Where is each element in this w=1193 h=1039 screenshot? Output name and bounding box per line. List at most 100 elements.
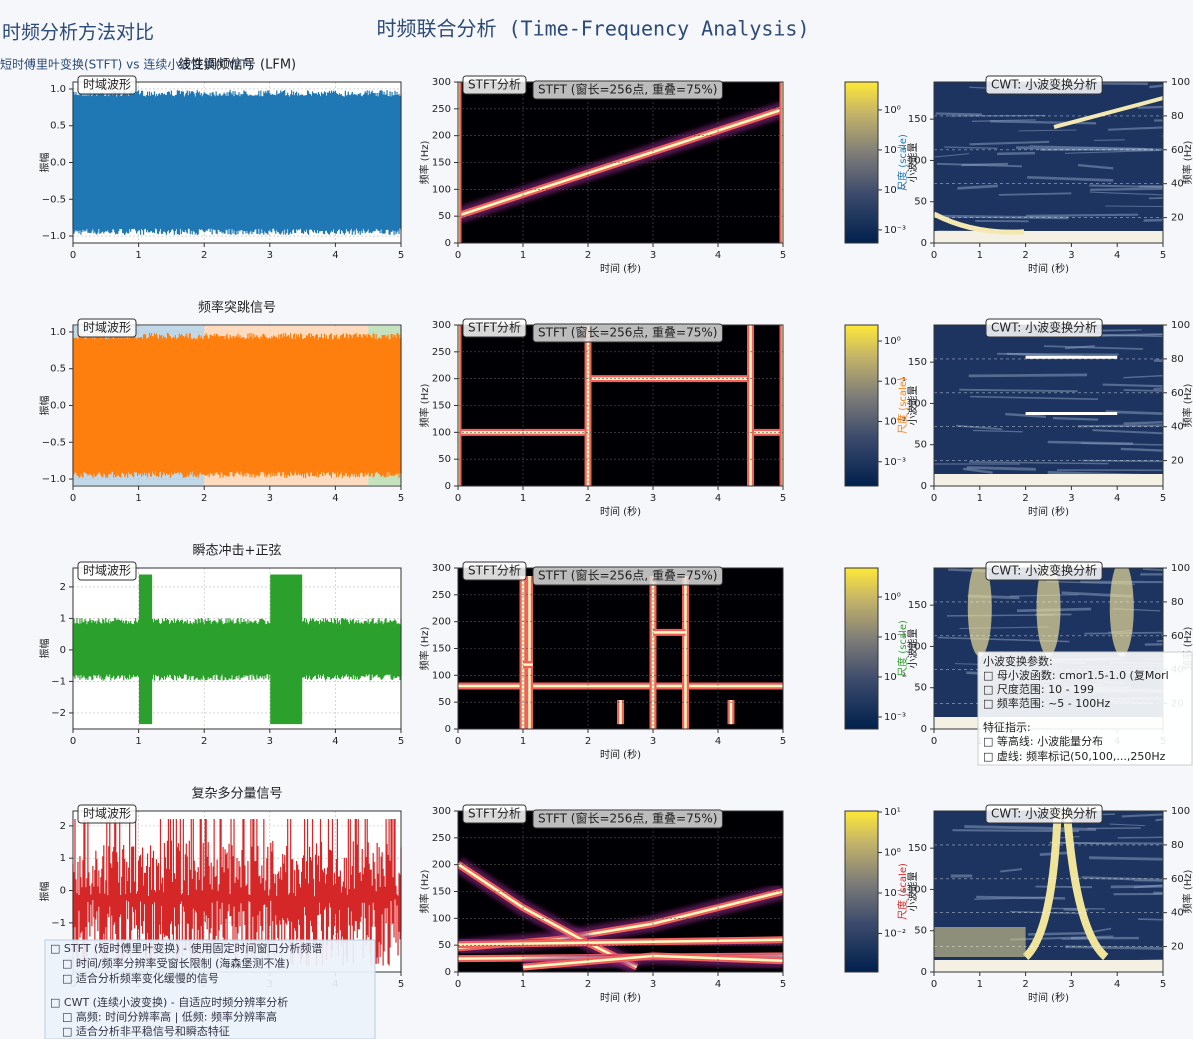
cwt-band bbox=[934, 927, 1026, 957]
panel-label-box bbox=[77, 318, 137, 338]
waveform-trace bbox=[72, 90, 402, 235]
x-tick-label: 3 bbox=[1068, 493, 1074, 504]
y2-tick-label: 40 bbox=[1171, 179, 1184, 190]
info-heading: 小波变换参数: bbox=[983, 654, 1053, 668]
x-tick-label: 5 bbox=[780, 979, 786, 990]
x-tick-label: 0 bbox=[455, 979, 461, 990]
cwt-streak bbox=[947, 614, 1054, 617]
cwt-heatmap bbox=[934, 82, 1163, 243]
y-tick-label: −1 bbox=[51, 918, 66, 929]
x-tick-label: 5 bbox=[780, 250, 786, 261]
y-tick-label: 300 bbox=[432, 563, 451, 574]
colorbar-label: 小波能量 bbox=[906, 143, 919, 183]
x-tick-label: 1 bbox=[135, 493, 141, 504]
x-tick-label: 2 bbox=[1022, 979, 1028, 990]
y-tick-label: 0.5 bbox=[50, 364, 66, 375]
annotation: STFT (窗长=256点, 重叠=75%) bbox=[538, 326, 717, 340]
cwt-streak bbox=[1094, 139, 1125, 142]
x-tick-label: 2 bbox=[201, 493, 207, 504]
cwt-streak bbox=[998, 192, 1072, 196]
panel-label-box bbox=[985, 75, 1103, 95]
x-tick-label: 0 bbox=[455, 250, 461, 261]
cwt-streak bbox=[1027, 175, 1114, 182]
x-tick-label: 1 bbox=[520, 979, 526, 990]
note-line: □ 适合分析频率变化缓慢的信号 bbox=[62, 971, 219, 985]
colorbar-tick-label: 10⁰ bbox=[884, 848, 901, 859]
y-tick-label: 100 bbox=[432, 670, 451, 681]
colorbar bbox=[844, 81, 879, 244]
colorbar bbox=[844, 567, 879, 730]
colorbar-tick-label: 10⁰ bbox=[884, 105, 901, 116]
info-line: □ 母小波函数: cmor1.5-1.0 (复Morl bbox=[983, 668, 1169, 682]
y-tick-label: 0 bbox=[60, 886, 66, 897]
cwt-streak bbox=[934, 153, 969, 158]
y2-tick-label: 100 bbox=[1171, 320, 1190, 331]
x-tick-label: 2 bbox=[1022, 493, 1028, 504]
y-axis-label: 振幅 bbox=[38, 396, 51, 416]
y-tick-label: 150 bbox=[908, 600, 927, 611]
annotation-box bbox=[532, 323, 723, 343]
y-tick-label: 50 bbox=[914, 197, 927, 208]
y-axis-label: 尺度 (scale) bbox=[896, 134, 909, 191]
colorbar-tick-label: 10⁻² bbox=[884, 185, 906, 196]
x-tick-label: 4 bbox=[332, 250, 338, 261]
y-tick-label: 0 bbox=[921, 481, 927, 492]
cwt-streak bbox=[1035, 885, 1093, 889]
cwt-burst bbox=[1109, 568, 1134, 657]
cwt-streak bbox=[956, 424, 1003, 431]
y-tick-label: −1 bbox=[51, 676, 66, 687]
colorbar-tick-label: 10⁻² bbox=[884, 672, 906, 683]
y2-tick-label: 60 bbox=[1171, 874, 1184, 885]
colorbar-tick-label: 10⁰ bbox=[884, 336, 901, 347]
y-tick-label: 150 bbox=[908, 357, 927, 368]
x-tick-label: 3 bbox=[650, 493, 656, 504]
cwt-ridge bbox=[1053, 96, 1163, 130]
colorbar-tick-label: 10⁻¹ bbox=[884, 888, 906, 899]
y-tick-label: 1 bbox=[60, 613, 66, 624]
x-axis-label: 时间 (秒) bbox=[600, 748, 641, 761]
cwt-streak bbox=[963, 467, 993, 474]
y-tick-label: 2 bbox=[60, 821, 66, 832]
info-line: □ 虚线: 频率标记(50,100,...,250Hz bbox=[983, 749, 1166, 763]
cwt-streak bbox=[1110, 884, 1163, 889]
y2-tick-label: 80 bbox=[1171, 111, 1184, 122]
cwt-streak bbox=[1029, 145, 1146, 150]
info-box bbox=[977, 651, 1193, 766]
y-tick-label: 250 bbox=[432, 590, 451, 601]
y2-tick-label: 40 bbox=[1171, 422, 1184, 433]
cwt-streak bbox=[964, 825, 1097, 831]
x-tick-label: 0 bbox=[70, 736, 76, 747]
y-tick-label: 50 bbox=[914, 440, 927, 451]
panel-label: STFT分析 bbox=[468, 321, 521, 335]
cwt-streak bbox=[1080, 442, 1163, 446]
y-tick-label: 0 bbox=[921, 724, 927, 735]
x-tick-label: 3 bbox=[267, 736, 273, 747]
panel-label: STFT分析 bbox=[468, 564, 521, 578]
y-axis-label: 振幅 bbox=[38, 639, 51, 659]
cwt-streak bbox=[1043, 345, 1143, 350]
colorbar-tick-label: 10¹ bbox=[884, 807, 901, 818]
cwt-streak bbox=[966, 466, 1036, 471]
y-tick-label: 0.5 bbox=[50, 121, 66, 132]
x-tick-label: 5 bbox=[398, 493, 404, 504]
y-tick-label: 250 bbox=[432, 347, 451, 358]
y2-tick-label: 20 bbox=[1171, 213, 1184, 224]
stft-heatmap bbox=[458, 82, 783, 243]
y-axis-label: 振幅 bbox=[38, 882, 51, 902]
y-tick-label: 100 bbox=[432, 427, 451, 438]
y-tick-label: 0 bbox=[921, 967, 927, 978]
cwt-streak bbox=[1089, 191, 1163, 196]
row-title: 复杂多分量信号 bbox=[191, 786, 282, 802]
colorbar-tick-label: 10⁻³ bbox=[884, 457, 906, 468]
x-tick-label: 4 bbox=[715, 736, 721, 747]
note-line: □ STFT (短时傅里叶变换) - 使用固定时间窗口分析频谱 bbox=[50, 941, 323, 955]
y-tick-label: 0 bbox=[921, 238, 927, 249]
colorbar-tick-label: 10⁻² bbox=[884, 417, 906, 428]
y-tick-label: 1.0 bbox=[50, 84, 66, 95]
y2-tick-label: 100 bbox=[1171, 77, 1190, 88]
y-tick-label: 50 bbox=[438, 211, 451, 222]
y-tick-label: 0 bbox=[445, 967, 451, 978]
info-line: □ 等高线: 小波能量分布 bbox=[983, 734, 1103, 748]
y-tick-label: 200 bbox=[432, 860, 451, 871]
cwt-streak bbox=[1105, 205, 1163, 208]
